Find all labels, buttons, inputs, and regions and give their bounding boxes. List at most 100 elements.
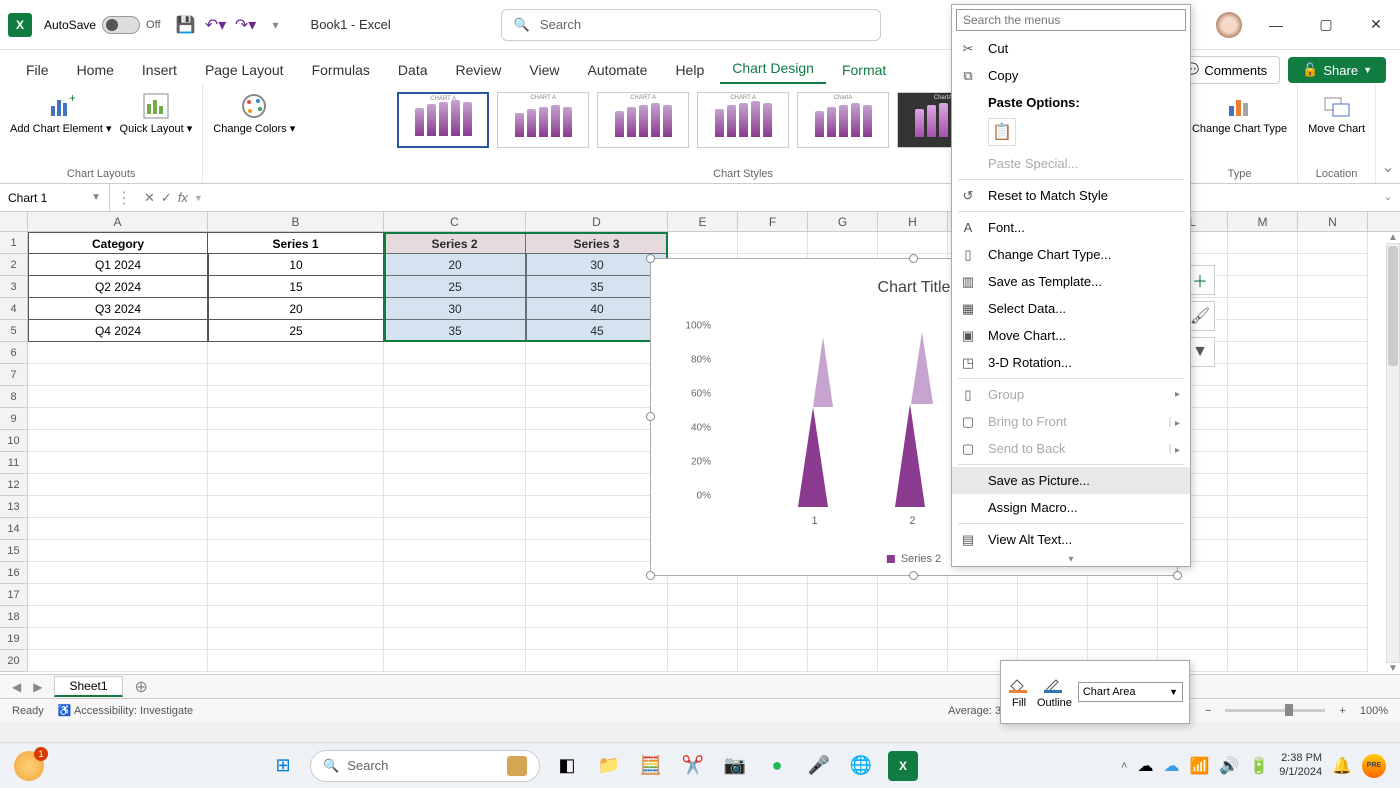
- tb-cloud-icon[interactable]: ☁: [1163, 756, 1179, 776]
- row-header-9[interactable]: 9: [0, 408, 28, 430]
- cell-B4[interactable]: 20: [208, 298, 384, 320]
- ctx-reset-match-style[interactable]: ↺Reset to Match Style: [952, 182, 1190, 209]
- cell-N4[interactable]: [1298, 298, 1368, 320]
- cell-C3[interactable]: 25: [384, 276, 526, 298]
- ctx-cut[interactable]: ✂Cut: [952, 35, 1190, 62]
- cell-C1[interactable]: Series 2: [384, 232, 526, 254]
- cell-E20[interactable]: [668, 650, 738, 672]
- cell-M8[interactable]: [1228, 386, 1298, 408]
- tb-task-view-icon[interactable]: ◧: [552, 751, 582, 781]
- cell-C19[interactable]: [384, 628, 526, 650]
- cell-M2[interactable]: [1228, 254, 1298, 276]
- user-avatar[interactable]: [1216, 12, 1242, 38]
- maximize-button[interactable]: ▢: [1310, 9, 1342, 41]
- mini-fill-button[interactable]: Fill: [1007, 675, 1031, 709]
- zoom-out-button[interactable]: −: [1205, 705, 1211, 717]
- chart-handle-bc[interactable]: [909, 571, 918, 580]
- cell-N13[interactable]: [1298, 496, 1368, 518]
- cell-H20[interactable]: [878, 650, 948, 672]
- cell-G20[interactable]: [808, 650, 878, 672]
- cell-C8[interactable]: [384, 386, 526, 408]
- zoom-slider[interactable]: [1225, 709, 1325, 712]
- cell-N19[interactable]: [1298, 628, 1368, 650]
- cell-D13[interactable]: [526, 496, 668, 518]
- col-header-C[interactable]: C: [384, 212, 526, 231]
- tab-data[interactable]: Data: [386, 56, 440, 84]
- cell-J19[interactable]: [1018, 628, 1088, 650]
- cell-B3[interactable]: 15: [208, 276, 384, 298]
- row-header-10[interactable]: 10: [0, 430, 28, 452]
- row-header-2[interactable]: 2: [0, 254, 28, 276]
- chart-cone-1[interactable]: [798, 337, 833, 507]
- paste-option-icon[interactable]: 📋: [988, 118, 1016, 146]
- undo-icon[interactable]: ↶▾: [204, 13, 228, 37]
- cell-M17[interactable]: [1228, 584, 1298, 606]
- ctx-view-alt-text[interactable]: ▤View Alt Text...: [952, 526, 1190, 553]
- cell-D7[interactable]: [526, 364, 668, 386]
- cell-N14[interactable]: [1298, 518, 1368, 540]
- col-header-A[interactable]: A: [28, 212, 208, 231]
- sheet-nav-next-icon[interactable]: ▶: [33, 680, 42, 694]
- cell-B2[interactable]: 10: [208, 254, 384, 276]
- cell-H19[interactable]: [878, 628, 948, 650]
- cell-D4[interactable]: 40: [526, 298, 668, 320]
- cell-N11[interactable]: [1298, 452, 1368, 474]
- cell-A12[interactable]: [28, 474, 208, 496]
- col-header-D[interactable]: D: [526, 212, 668, 231]
- cell-B17[interactable]: [208, 584, 384, 606]
- cell-M7[interactable]: [1228, 364, 1298, 386]
- fx-icon[interactable]: fx: [178, 190, 188, 205]
- ctx-send-to-back[interactable]: ▢Send to Back｜▸: [952, 435, 1190, 462]
- tb-spotify-icon[interactable]: ●: [762, 751, 792, 781]
- tab-insert[interactable]: Insert: [130, 56, 189, 84]
- cell-B16[interactable]: [208, 562, 384, 584]
- cell-A9[interactable]: [28, 408, 208, 430]
- cell-D3[interactable]: 35: [526, 276, 668, 298]
- cell-A17[interactable]: [28, 584, 208, 606]
- cell-C20[interactable]: [384, 650, 526, 672]
- row-header-15[interactable]: 15: [0, 540, 28, 562]
- formula-bar-expand-icon[interactable]: ⌄: [1376, 192, 1400, 203]
- cell-A14[interactable]: [28, 518, 208, 540]
- tell-me-search[interactable]: 🔍 Search: [501, 9, 881, 41]
- cell-N15[interactable]: [1298, 540, 1368, 562]
- chart-legend[interactable]: Series 2: [887, 553, 941, 565]
- cell-B11[interactable]: [208, 452, 384, 474]
- row-header-14[interactable]: 14: [0, 518, 28, 540]
- cell-H17[interactable]: [878, 584, 948, 606]
- cell-M16[interactable]: [1228, 562, 1298, 584]
- cell-A15[interactable]: [28, 540, 208, 562]
- cell-A3[interactable]: Q2 2024: [28, 276, 208, 298]
- tab-review[interactable]: Review: [444, 56, 514, 84]
- name-box-split-icon[interactable]: ⋮: [110, 188, 138, 208]
- cell-A6[interactable]: [28, 342, 208, 364]
- tb-clock[interactable]: 2:38 PM 9/1/2024: [1279, 752, 1322, 778]
- tab-help[interactable]: Help: [663, 56, 716, 84]
- chart-title[interactable]: Chart Title: [878, 279, 951, 297]
- cell-M18[interactable]: [1228, 606, 1298, 628]
- cell-A5[interactable]: Q4 2024: [28, 320, 208, 342]
- redo-icon[interactable]: ↷▾: [234, 13, 258, 37]
- accessibility-status[interactable]: ♿ Accessibility: Investigate: [58, 704, 193, 717]
- tb-notifications-icon[interactable]: 🔔: [1332, 756, 1352, 776]
- row-header-5[interactable]: 5: [0, 320, 28, 342]
- cell-M10[interactable]: [1228, 430, 1298, 452]
- row-header-17[interactable]: 17: [0, 584, 28, 606]
- tab-formulas[interactable]: Formulas: [300, 56, 382, 84]
- ctx-font[interactable]: AFont...: [952, 214, 1190, 241]
- cell-L19[interactable]: [1158, 628, 1228, 650]
- cell-M15[interactable]: [1228, 540, 1298, 562]
- cell-C5[interactable]: 35: [384, 320, 526, 342]
- cell-F1[interactable]: [738, 232, 808, 254]
- tab-file[interactable]: File: [14, 56, 61, 84]
- cell-C14[interactable]: [384, 518, 526, 540]
- cell-K19[interactable]: [1088, 628, 1158, 650]
- cell-J18[interactable]: [1018, 606, 1088, 628]
- tb-pre-icon[interactable]: PRE: [1362, 754, 1386, 778]
- cell-C7[interactable]: [384, 364, 526, 386]
- row-header-6[interactable]: 6: [0, 342, 28, 364]
- add-chart-element-button[interactable]: + Add Chart Element ▾: [10, 92, 112, 136]
- cell-D19[interactable]: [526, 628, 668, 650]
- cell-B15[interactable]: [208, 540, 384, 562]
- cell-N10[interactable]: [1298, 430, 1368, 452]
